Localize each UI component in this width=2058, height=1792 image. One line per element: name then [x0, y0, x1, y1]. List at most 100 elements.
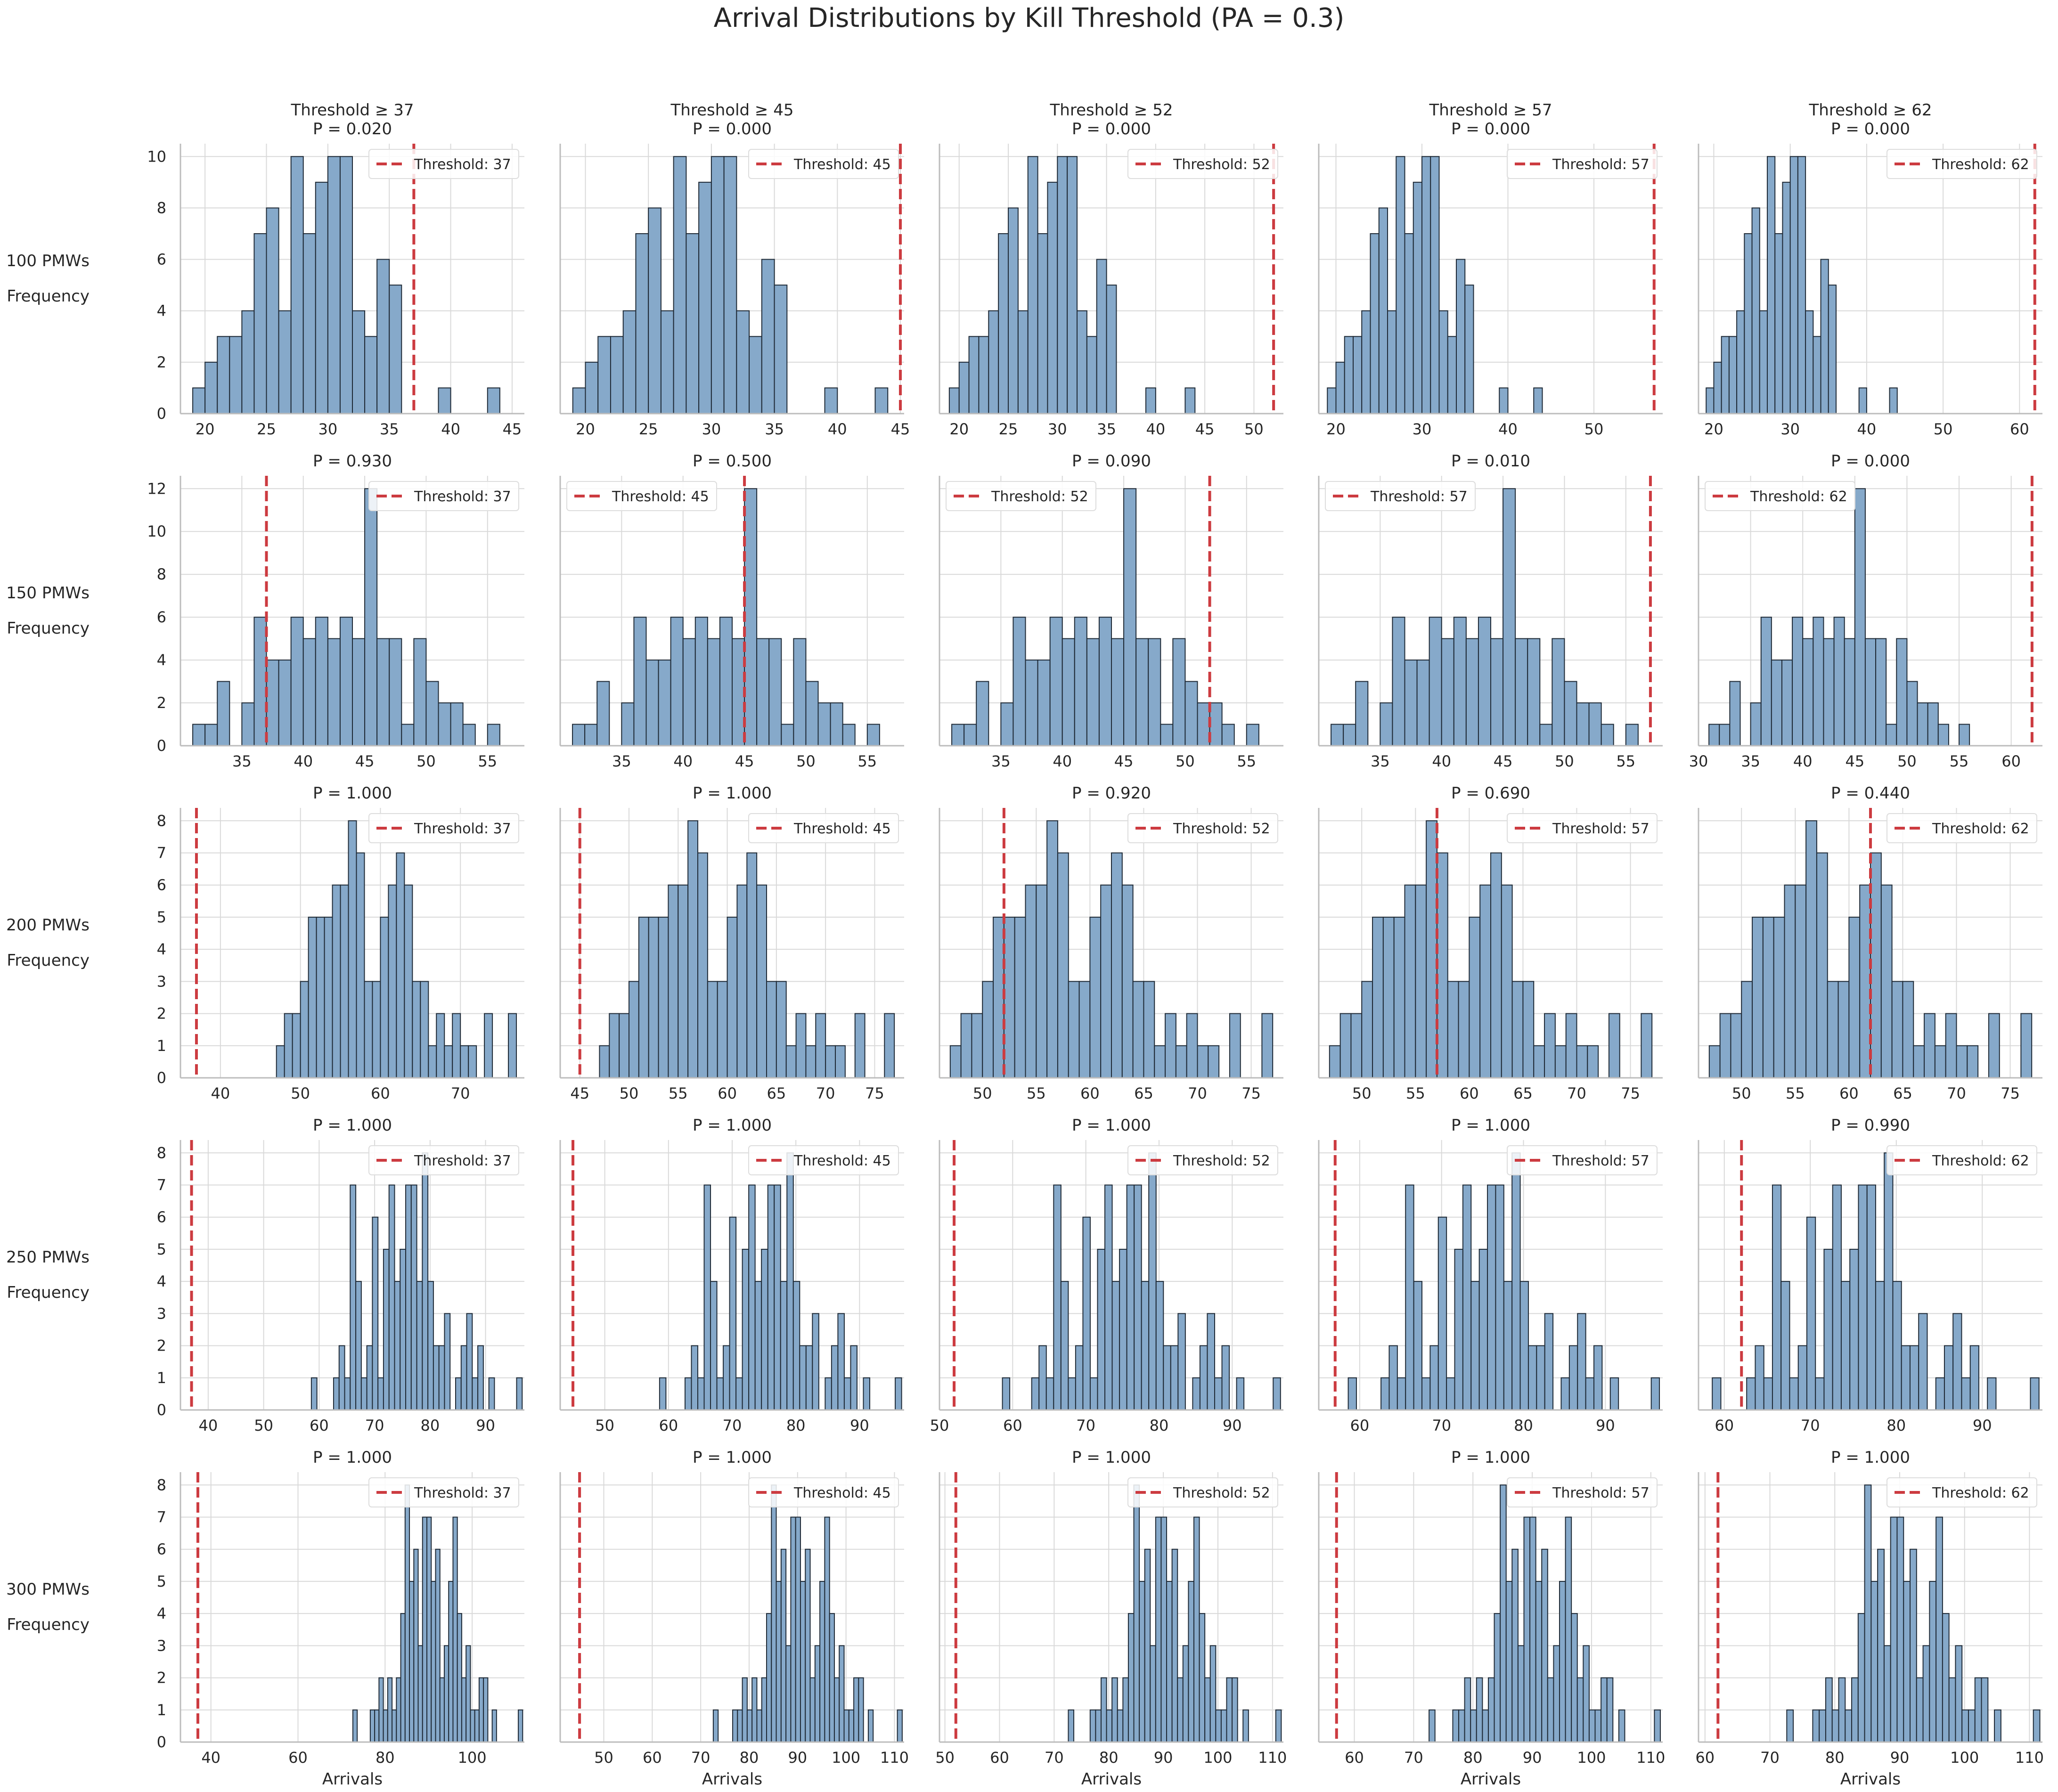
histogram-bar	[348, 820, 357, 1079]
histogram-bar	[597, 336, 611, 414]
histogram-bar	[1812, 1709, 1820, 1743]
histogram-bar	[1155, 1281, 1164, 1410]
histogram-bar	[1111, 638, 1125, 746]
histogram-bar	[1767, 156, 1776, 414]
x-tick-label: 60	[643, 1749, 662, 1767]
y-tick-label: 5	[157, 1240, 166, 1258]
histogram-bar	[1067, 156, 1078, 414]
histogram-bar	[278, 310, 292, 415]
histogram-bar	[785, 1645, 792, 1743]
histogram-bar	[253, 617, 267, 746]
histogram-bar	[508, 1013, 517, 1079]
histogram-bar	[766, 1613, 772, 1743]
histogram-bar	[1177, 1313, 1186, 1411]
histogram-bar	[1789, 156, 1798, 414]
histogram-bar	[742, 1248, 750, 1410]
histogram-bar	[737, 1709, 743, 1743]
y-tick-label: 5	[157, 908, 166, 926]
histogram-bar	[1838, 981, 1850, 1079]
histogram-bar	[1773, 916, 1785, 1079]
histogram-bar	[327, 638, 341, 746]
x-tick-label: 60	[1080, 1084, 1100, 1102]
x-tick-label: 55	[669, 1084, 688, 1102]
histogram-bar	[1197, 1045, 1209, 1078]
histogram-bar	[1068, 981, 1080, 1079]
histogram-bar	[1404, 660, 1418, 746]
y-tick-label: 6	[157, 608, 166, 626]
histogram-bar	[387, 1677, 393, 1743]
y-tick-label: 4	[157, 302, 166, 320]
histogram-bar	[1404, 884, 1416, 1078]
histogram-bar	[491, 1709, 497, 1743]
histogram-bar	[315, 181, 328, 414]
histogram-bar	[833, 1677, 840, 1743]
histogram-bar	[1339, 1013, 1352, 1079]
x-tick-label: 70	[1188, 1084, 1207, 1102]
x-tick-label: 100	[458, 1749, 487, 1767]
legend-label: Threshold: 57	[1370, 489, 1468, 505]
histogram-bar	[824, 1516, 830, 1743]
legend-box	[748, 149, 899, 179]
histogram-bar	[645, 660, 659, 746]
histogram-bar	[1820, 259, 1829, 414]
histogram-bar	[754, 1281, 762, 1410]
legend-label: Threshold: 37	[414, 821, 511, 837]
y-tick-label: 0	[157, 405, 166, 423]
histogram-bar	[1515, 638, 1528, 746]
histogram-bar	[1519, 1281, 1529, 1410]
histogram-bar	[1792, 617, 1804, 746]
histogram-bar	[1482, 1709, 1489, 1743]
histogram-bar	[428, 1045, 437, 1078]
histogram-bar	[1884, 1152, 1894, 1410]
histogram-bar	[1781, 660, 1793, 746]
histogram-bar	[1854, 488, 1866, 747]
histogram-bar	[1469, 916, 1481, 1079]
histogram-bar	[396, 852, 405, 1078]
histogram-bar	[204, 724, 218, 746]
x-tick-label: 90	[1154, 1749, 1173, 1767]
histogram-bar	[1458, 1709, 1465, 1743]
legend-label: Threshold: 62	[1932, 821, 2029, 837]
histogram-bar	[380, 916, 389, 1079]
x-tick-label: 30	[1780, 420, 1800, 438]
legend-label: Threshold: 52	[1173, 1485, 1270, 1501]
histogram-bar	[1413, 1281, 1423, 1410]
histogram-bar	[266, 660, 279, 746]
histogram-bar	[1706, 387, 1715, 415]
legend-label: Threshold: 57	[1552, 1485, 1650, 1501]
histogram-bar	[805, 681, 819, 746]
p-value: P = 0.930	[313, 452, 392, 471]
histogram-bar	[1806, 1216, 1816, 1411]
histogram-bar	[290, 156, 304, 414]
histogram-bar	[993, 916, 1004, 1079]
subplot: P = 1.000 60 70 80 90 100 110 Arrivals Threshold…	[1695, 1448, 2044, 1789]
subplot: P = 1.000 40 50 60 70 0 1 2 3 4 5 6 7 8 Threshold: 37	[157, 784, 524, 1102]
histogram-bar	[795, 1516, 801, 1743]
histogram-bar	[1139, 1580, 1145, 1743]
histogram-bar	[1751, 207, 1760, 414]
histogram-bar	[1177, 1677, 1184, 1743]
histogram-bar	[369, 1709, 376, 1743]
histogram-bar	[1823, 1248, 1833, 1410]
histogram-bar	[774, 1184, 781, 1410]
histogram-bar	[1780, 1281, 1790, 1410]
histogram-bar	[364, 336, 378, 414]
x-tick-label: 45	[735, 752, 754, 770]
histogram-bar	[835, 1045, 846, 1078]
x-tick-label: 50	[1732, 1084, 1751, 1102]
legend-box	[748, 1145, 899, 1175]
x-tick-label: 60	[1350, 1417, 1370, 1434]
y-tick-label: 12	[147, 480, 166, 497]
histogram-bar	[1721, 336, 1730, 414]
histogram-bar	[1436, 852, 1448, 1078]
histogram-bar	[1909, 1345, 1919, 1411]
histogram-bar	[1134, 1184, 1142, 1410]
histogram-bar	[1559, 1580, 1566, 1743]
y-tick-label: 7	[157, 1176, 166, 1194]
subplot: Threshold ≥ 45P = 0.000 20 25 30 35 40 45 Thres…	[559, 101, 910, 438]
legend-box	[1886, 149, 2037, 179]
histogram-bar	[1017, 310, 1029, 415]
histogram-bar	[1246, 724, 1259, 746]
x-tick-label: 60	[1345, 1749, 1364, 1767]
histogram-bar	[686, 233, 700, 414]
